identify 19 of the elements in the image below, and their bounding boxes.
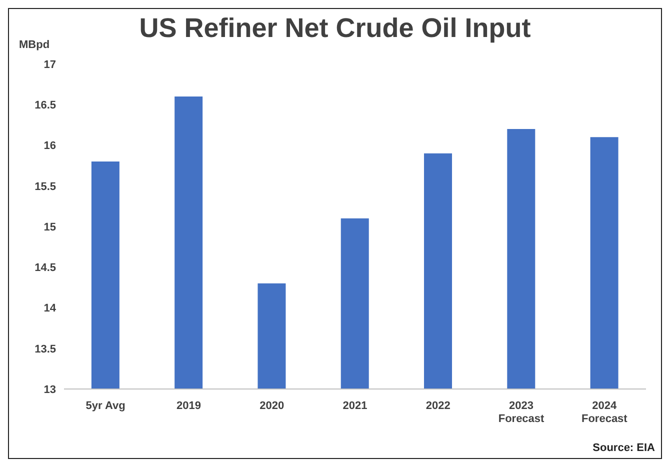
x-tick-label: 2024 Forecast	[582, 400, 628, 425]
y-tick-label: 13	[44, 384, 56, 396]
y-tick-label: 14	[44, 302, 57, 315]
x-tick-label: 5yr Avg	[86, 400, 126, 412]
chart-title: US Refiner Net Crude Oil Input	[139, 13, 531, 43]
x-tick-label: 2020	[260, 400, 284, 412]
source-note: Source: EIA	[592, 442, 655, 454]
x-tick-label: 2022	[426, 400, 450, 412]
x-tick-label: 2021	[342, 400, 368, 412]
y-tick-label: 13.5	[34, 343, 56, 356]
y-tick-label: 15.5	[34, 180, 56, 193]
x-tick-label: 2023 Forecast	[498, 400, 545, 425]
y-tick-label: 15	[44, 221, 56, 234]
y-tick-label: 17	[44, 58, 56, 71]
y-tick-label: 16.5	[34, 100, 56, 112]
y-tick-label: 14.5	[34, 262, 56, 274]
x-tick-label: 2019	[176, 400, 201, 412]
y-axis-title: MBpd	[19, 39, 50, 51]
y-tick-label: 16	[44, 140, 56, 152]
